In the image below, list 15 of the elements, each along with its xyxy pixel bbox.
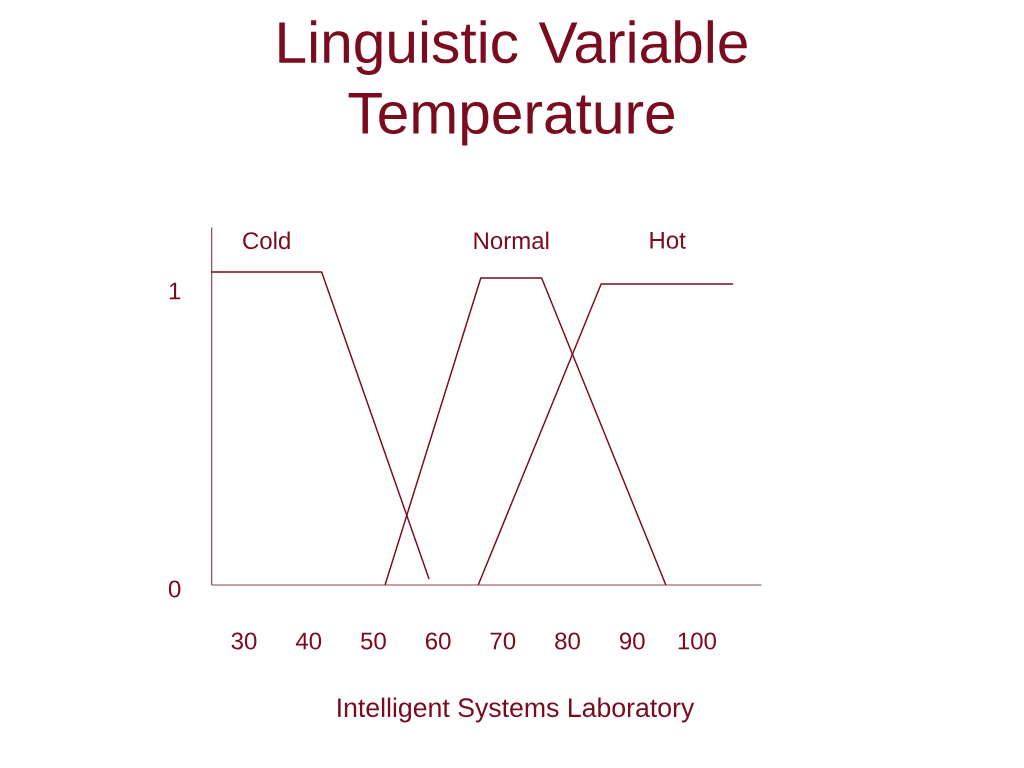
text: Intelligent Systems Laboratory: [338, 697, 695, 723]
series-label: Hot: [650, 232, 686, 249]
series-label: Cold: [243, 231, 290, 250]
x-tick-label: 40: [295, 632, 322, 650]
x-tick-label: 80: [555, 632, 580, 650]
chart-title: Linguistic Variable Temperature: [279, 20, 747, 146]
x-tick-label: 30: [231, 632, 257, 650]
y-tick-label: 1: [169, 282, 181, 300]
x-tick-label: 90: [619, 632, 645, 650]
series-label: Normal: [474, 231, 549, 250]
x-tick-label: 60: [425, 632, 451, 650]
y-tick-label: 0: [168, 580, 181, 598]
x-tick-label: 70: [490, 632, 516, 650]
x-tick-label: 100: [678, 632, 716, 650]
x-tick-label: 50: [361, 632, 386, 650]
